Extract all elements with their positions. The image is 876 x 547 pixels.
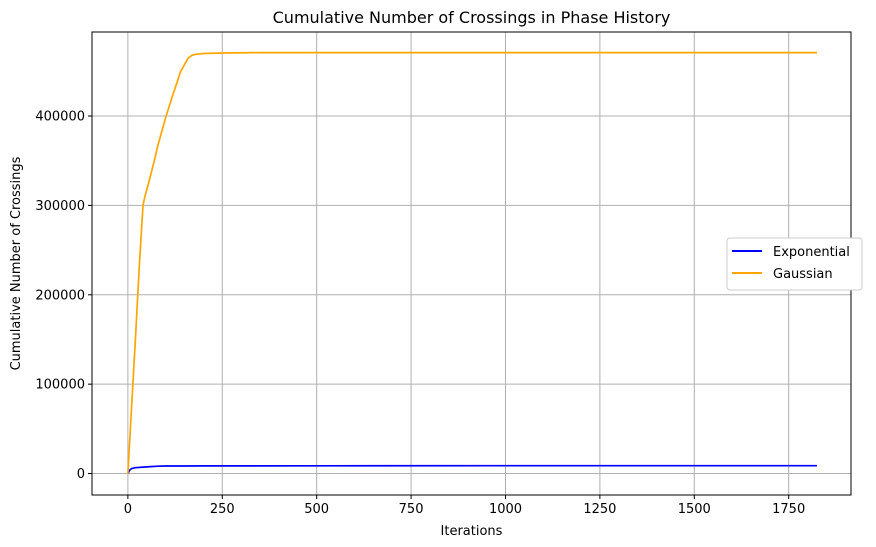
x-axis-label: Iterations <box>441 524 503 539</box>
series-line-gaussian <box>127 51 817 474</box>
legend: Exponential Gaussian <box>726 237 863 291</box>
grid <box>92 32 851 495</box>
x-tick-label: 1500 <box>678 502 711 517</box>
legend-label-gaussian: Gaussian <box>773 267 833 282</box>
y-tick-label: 400000 <box>35 110 85 125</box>
series-line-exponential <box>127 464 817 474</box>
y-tick-label: 300000 <box>35 199 85 214</box>
legend-label-exponential: Exponential <box>773 245 850 260</box>
x-tick-label: 250 <box>210 502 235 517</box>
series-lines <box>127 51 817 474</box>
x-axis-ticks: 0 250 500 750 1000 1250 1500 1750 <box>124 495 805 517</box>
y-tick-label: 100000 <box>35 378 85 393</box>
x-tick-label: 0 <box>124 502 132 517</box>
chart-title: Cumulative Number of Crossings in Phase … <box>273 8 671 27</box>
y-axis-label: Cumulative Number of Crossings <box>9 156 24 370</box>
y-axis-ticks: 0 100000 200000 300000 400000 <box>35 110 92 482</box>
x-tick-label: 1750 <box>772 502 805 517</box>
x-tick-label: 1000 <box>489 502 522 517</box>
x-tick-label: 1250 <box>583 502 616 517</box>
x-tick-label: 500 <box>304 502 329 517</box>
y-tick-label: 0 <box>77 467 85 482</box>
y-tick-label: 200000 <box>35 288 85 303</box>
x-tick-label: 750 <box>399 502 424 517</box>
